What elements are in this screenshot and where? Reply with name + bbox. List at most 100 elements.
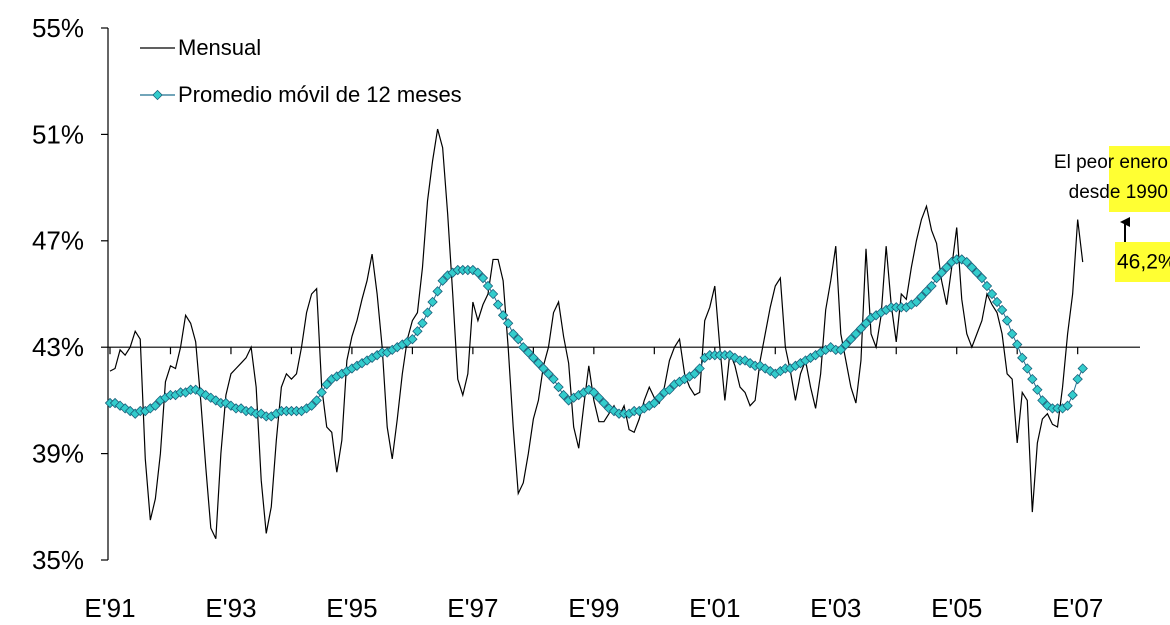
data-point bbox=[986, 288, 998, 300]
data-point bbox=[991, 296, 1003, 308]
data-point bbox=[664, 384, 675, 395]
data-point bbox=[558, 389, 569, 401]
data-point bbox=[422, 307, 433, 318]
data-point bbox=[961, 256, 972, 268]
data-point bbox=[729, 352, 741, 364]
data-point bbox=[482, 280, 494, 292]
data-point bbox=[200, 389, 211, 401]
data-point bbox=[533, 357, 544, 369]
y-tick-label: 55% bbox=[32, 13, 84, 43]
data-point bbox=[1027, 373, 1038, 385]
data-point bbox=[528, 352, 539, 364]
legend-item: Mensual bbox=[140, 35, 261, 60]
data-point bbox=[538, 363, 549, 374]
data-point bbox=[926, 280, 937, 292]
y-tick-label: 51% bbox=[32, 119, 84, 149]
data-point bbox=[825, 342, 836, 353]
data-point bbox=[689, 368, 700, 379]
data-point bbox=[487, 288, 499, 300]
data-point bbox=[845, 334, 857, 345]
data-point bbox=[306, 400, 317, 411]
data-point bbox=[513, 334, 524, 345]
x-tick-label: E'95 bbox=[326, 593, 377, 623]
data-point bbox=[150, 400, 161, 411]
data-point bbox=[976, 272, 988, 284]
data-point bbox=[921, 286, 932, 297]
y-tick-label: 35% bbox=[32, 545, 84, 575]
data-point bbox=[523, 347, 534, 358]
annotation-box bbox=[1109, 146, 1170, 212]
x-tick-label: E'97 bbox=[447, 593, 498, 623]
data-point bbox=[941, 262, 952, 273]
data-point bbox=[543, 368, 554, 379]
data-point bbox=[840, 339, 852, 350]
data-point bbox=[654, 392, 665, 403]
y-tick-label: 47% bbox=[32, 226, 84, 256]
data-point bbox=[971, 267, 983, 278]
data-point bbox=[996, 304, 1008, 316]
legend-label: Promedio móvil de 12 meses bbox=[178, 82, 462, 107]
data-point bbox=[966, 262, 978, 273]
annotation-text: desde 1990 bbox=[1069, 182, 1168, 203]
legend-label: Mensual bbox=[178, 35, 261, 60]
annotation-text: El peor enero bbox=[1054, 152, 1168, 173]
data-point bbox=[1001, 315, 1013, 326]
data-point bbox=[911, 296, 922, 308]
data-point bbox=[417, 318, 428, 329]
x-tick-label: E'93 bbox=[205, 593, 256, 623]
data-point bbox=[1012, 339, 1023, 350]
data-point bbox=[598, 397, 610, 409]
data-point bbox=[850, 328, 862, 340]
data-point bbox=[412, 326, 423, 337]
data-point bbox=[649, 397, 660, 409]
data-point bbox=[1032, 384, 1043, 395]
data-point bbox=[518, 342, 529, 353]
x-tick-label: E'03 bbox=[810, 593, 861, 623]
x-tick-label: E'01 bbox=[689, 593, 740, 623]
data-point bbox=[1067, 389, 1078, 401]
data-point bbox=[427, 296, 438, 308]
data-point bbox=[739, 355, 751, 366]
data-point bbox=[1022, 363, 1033, 374]
data-point bbox=[210, 395, 222, 406]
data-point bbox=[1037, 395, 1048, 406]
legend-item: Promedio móvil de 12 meses bbox=[140, 82, 462, 107]
annotation-text: 46,2% bbox=[1117, 251, 1170, 274]
data-point bbox=[492, 299, 504, 310]
data-point bbox=[588, 387, 600, 398]
data-point bbox=[1077, 363, 1088, 374]
data-point bbox=[981, 280, 993, 292]
series-line bbox=[109, 128, 1084, 539]
data-point bbox=[754, 360, 766, 371]
data-point bbox=[1006, 328, 1018, 340]
x-tick-label: E'07 bbox=[1052, 593, 1103, 623]
data-point bbox=[432, 286, 443, 297]
data-point bbox=[311, 395, 322, 406]
data-point bbox=[508, 328, 519, 340]
data-point bbox=[936, 267, 947, 278]
data-point bbox=[321, 379, 332, 390]
data-point bbox=[916, 291, 927, 302]
annotation-box bbox=[1115, 242, 1170, 282]
data-point bbox=[502, 318, 514, 329]
x-tick-label: E'05 bbox=[931, 593, 982, 623]
data-point bbox=[205, 392, 216, 403]
data-point bbox=[931, 272, 942, 284]
legend-marker bbox=[152, 89, 163, 101]
data-point bbox=[407, 334, 418, 345]
data-point bbox=[835, 344, 846, 356]
data-point bbox=[548, 373, 559, 385]
data-point bbox=[1062, 400, 1073, 411]
data-point bbox=[855, 323, 867, 334]
data-point bbox=[497, 310, 509, 321]
data-point bbox=[437, 275, 448, 286]
data-point bbox=[593, 392, 605, 403]
x-tick-label: E'91 bbox=[84, 593, 135, 623]
y-tick-label: 39% bbox=[32, 438, 84, 468]
data-point bbox=[694, 363, 705, 374]
x-tick-label: E'99 bbox=[568, 593, 619, 623]
y-tick-label: 43% bbox=[32, 332, 84, 362]
data-point bbox=[1017, 352, 1028, 364]
